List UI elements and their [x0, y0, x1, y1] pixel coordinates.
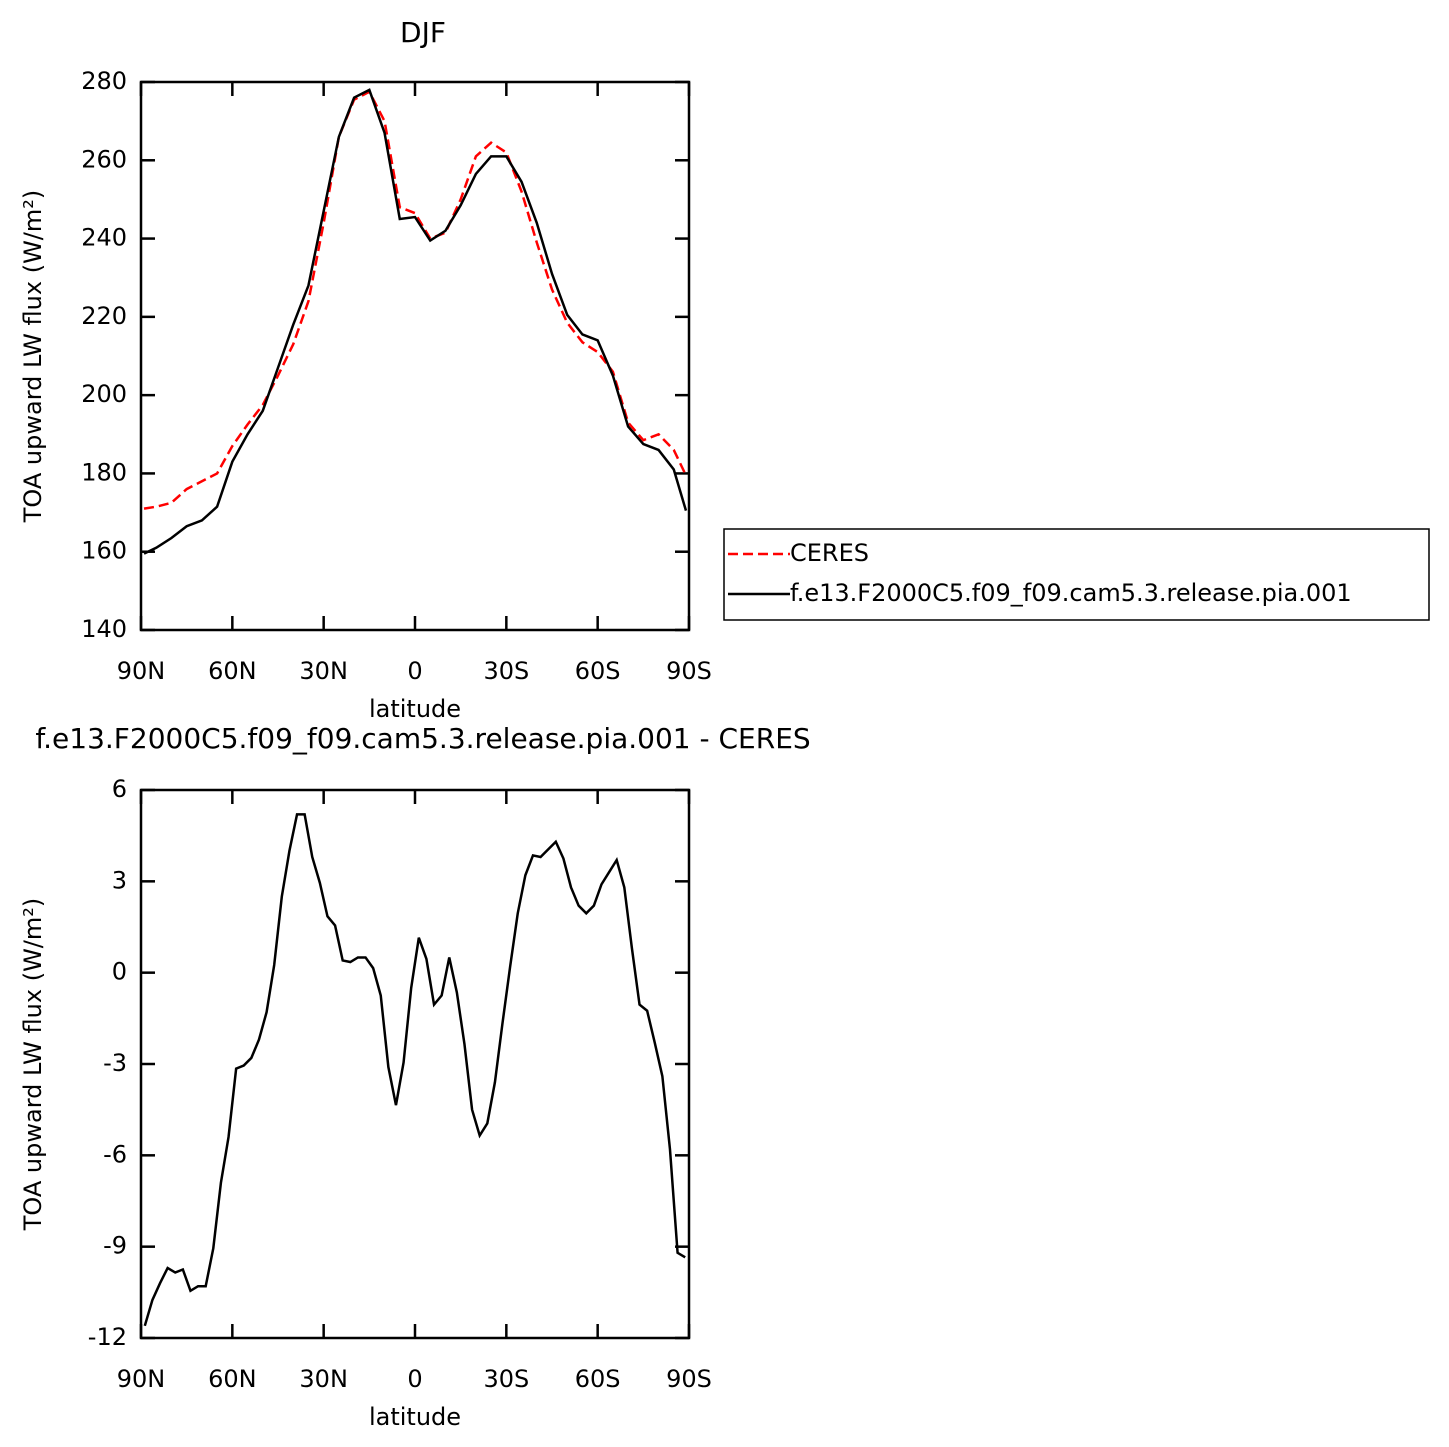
y-tick-label: 6 — [112, 775, 127, 803]
y-tick-label: 280 — [81, 67, 127, 95]
y-tick-label: -6 — [103, 1140, 127, 1168]
y-axis-label: TOA upward LW flux (W/m²) — [19, 190, 47, 524]
y-tick-label: 240 — [81, 224, 127, 252]
x-tick-label: 30N — [299, 657, 348, 685]
x-tick-label: 30N — [299, 1365, 348, 1393]
plot-frame — [139, 788, 691, 1340]
x-tick-label: 90N — [117, 1365, 166, 1393]
x-tick-label: 30S — [483, 657, 529, 685]
x-axis-label: latitude — [369, 695, 461, 723]
x-tick-label: 60S — [575, 657, 621, 685]
legend-label: CERES — [790, 539, 869, 567]
x-tick-label: 90S — [666, 1365, 712, 1393]
data-line — [143, 90, 688, 510]
y-tick-label: 0 — [112, 958, 127, 986]
x-tick-label: 60N — [208, 1365, 257, 1393]
y-tick-label: 200 — [81, 380, 127, 408]
y-tick-label: 260 — [81, 145, 127, 173]
y-tick-label: 160 — [81, 537, 127, 565]
y-tick-label: 3 — [112, 866, 127, 894]
x-axis-label: latitude — [369, 1403, 461, 1431]
chart-title: DJF — [400, 16, 446, 49]
y-tick-label: -12 — [88, 1323, 127, 1351]
y-tick-label: -9 — [103, 1232, 127, 1260]
plot-frame — [139, 80, 691, 632]
legend-box — [723, 528, 1430, 621]
y-tick-label: 220 — [81, 302, 127, 330]
y-axis-label: TOA upward LW flux (W/m²) — [19, 898, 47, 1232]
y-tick-label: -3 — [103, 1049, 127, 1077]
legend-label: f.e13.F2000C5.f09_f09.cam5.3.release.pia… — [790, 579, 1352, 607]
x-tick-label: 30S — [483, 1365, 529, 1393]
x-tick-label: 0 — [407, 1365, 422, 1393]
x-tick-label: 60N — [208, 657, 257, 685]
data-line — [143, 88, 688, 555]
data-line — [143, 813, 686, 1327]
x-tick-label: 60S — [575, 1365, 621, 1393]
y-tick-label: 180 — [81, 458, 127, 486]
x-tick-label: 90N — [117, 657, 166, 685]
y-tick-label: 140 — [81, 615, 127, 643]
chart-title: f.e13.F2000C5.f09_f09.cam5.3.release.pia… — [35, 722, 810, 755]
x-tick-label: 0 — [407, 657, 422, 685]
x-tick-label: 90S — [666, 657, 712, 685]
